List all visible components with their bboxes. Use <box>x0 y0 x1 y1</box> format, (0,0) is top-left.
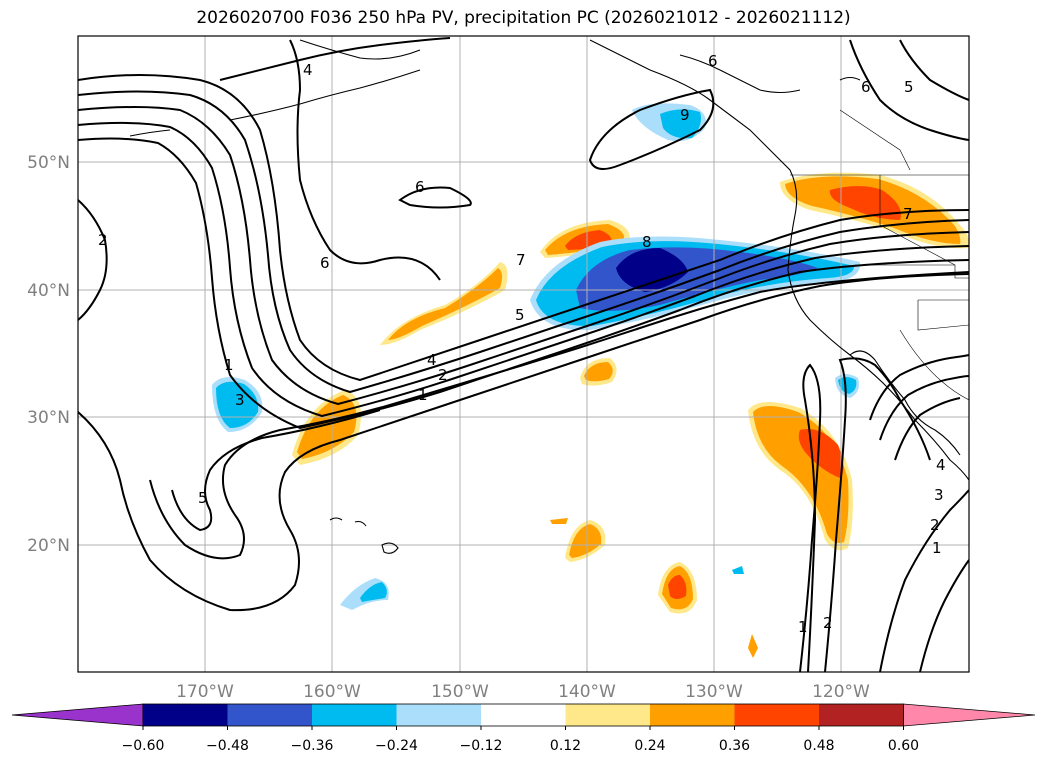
contour-label: 1 <box>932 539 942 557</box>
contour-label: 2 <box>823 614 833 632</box>
contour-label: 6 <box>320 254 330 272</box>
contour-label: 3 <box>235 391 245 409</box>
contour-label-group: 4 6 6 6 6 5 2 9 7 8 5 4 2 1 1 3 5 7 1 2 … <box>98 52 946 636</box>
contour-label: 6 <box>708 52 718 70</box>
contour-label: 1 <box>224 356 234 374</box>
contour-label: 4 <box>936 456 946 474</box>
latitude-labels: 50°N 40°N 30°N 20°N <box>27 153 70 556</box>
map-frame <box>77 35 970 673</box>
longitude-labels: 170°W 160°W 150°W 140°W 130°W 120°W <box>176 682 870 702</box>
colorbar-tick-label: 0.12 <box>550 738 581 754</box>
colorbar-frame <box>142 703 904 727</box>
colorbar-segment <box>734 704 819 726</box>
map-background <box>78 36 969 672</box>
contour-label: 2 <box>930 516 940 534</box>
contour-label: 1 <box>798 618 808 636</box>
colorbar-tick-label: −0.36 <box>291 738 334 754</box>
contour-label: 8 <box>642 233 652 251</box>
colorbar-tick-label: 0.48 <box>803 738 834 754</box>
contour-label: 6 <box>861 78 871 96</box>
lon-label: 130°W <box>685 682 743 702</box>
contour-label: 7 <box>903 205 913 223</box>
precip-negative-shading <box>212 103 861 610</box>
lon-label: 140°W <box>558 682 616 702</box>
colorbar-tick-label: −0.24 <box>375 738 418 754</box>
lon-label: 170°W <box>176 682 234 702</box>
colorbar-segment <box>819 704 904 726</box>
lat-label: 40°N <box>27 281 70 301</box>
borders <box>790 109 969 401</box>
lon-label: 120°W <box>812 682 870 702</box>
colorbar-segment <box>481 704 566 726</box>
contour-label: 3 <box>934 486 944 504</box>
colorbar-tick-label: −0.60 <box>122 738 165 754</box>
contour-label: 5 <box>904 78 914 96</box>
colorbar-extend-low <box>11 703 144 727</box>
lat-label: 20°N <box>27 536 70 556</box>
colorbar-segment <box>650 704 735 726</box>
contour-label: 2 <box>438 366 448 384</box>
lat-label: 30°N <box>27 408 70 428</box>
contour-label: 7 <box>516 251 526 269</box>
contour-label: 5 <box>198 489 208 507</box>
colorbar: −0.60 −0.48 −0.36 −0.24 −0.12 0.12 0.24 0.36 0.4… <box>11 703 1036 754</box>
colorbar-tick-label: 0.60 <box>888 738 919 754</box>
colorbar-segment <box>396 704 481 726</box>
contour-label: 6 <box>415 178 425 196</box>
colorbar-tick-label: 0.24 <box>634 738 665 754</box>
colorbar-tick-label: −0.12 <box>460 738 503 754</box>
figure-title: 2026020700 F036 250 hPa PV, precipitatio… <box>196 8 851 28</box>
colorbar-segment <box>143 704 228 726</box>
pv-contours <box>78 37 969 672</box>
colorbar-segment <box>565 704 650 726</box>
contour-label: 4 <box>427 351 437 369</box>
contour-label: 2 <box>98 231 108 249</box>
lon-label: 150°W <box>431 682 489 702</box>
lon-label: 160°W <box>303 682 361 702</box>
contour-label: 4 <box>303 61 313 79</box>
contour-label: 1 <box>418 386 428 404</box>
colorbar-segment <box>312 704 397 726</box>
colorbar-tick-label: 0.36 <box>719 738 750 754</box>
contour-label: 9 <box>680 106 690 124</box>
lat-label: 50°N <box>27 153 70 173</box>
colorbar-extend-high <box>903 703 1036 727</box>
colorbar-segment <box>227 704 312 726</box>
graticule <box>78 36 969 672</box>
colorbar-tick-label: −0.48 <box>206 738 249 754</box>
contour-label: 5 <box>515 306 525 324</box>
